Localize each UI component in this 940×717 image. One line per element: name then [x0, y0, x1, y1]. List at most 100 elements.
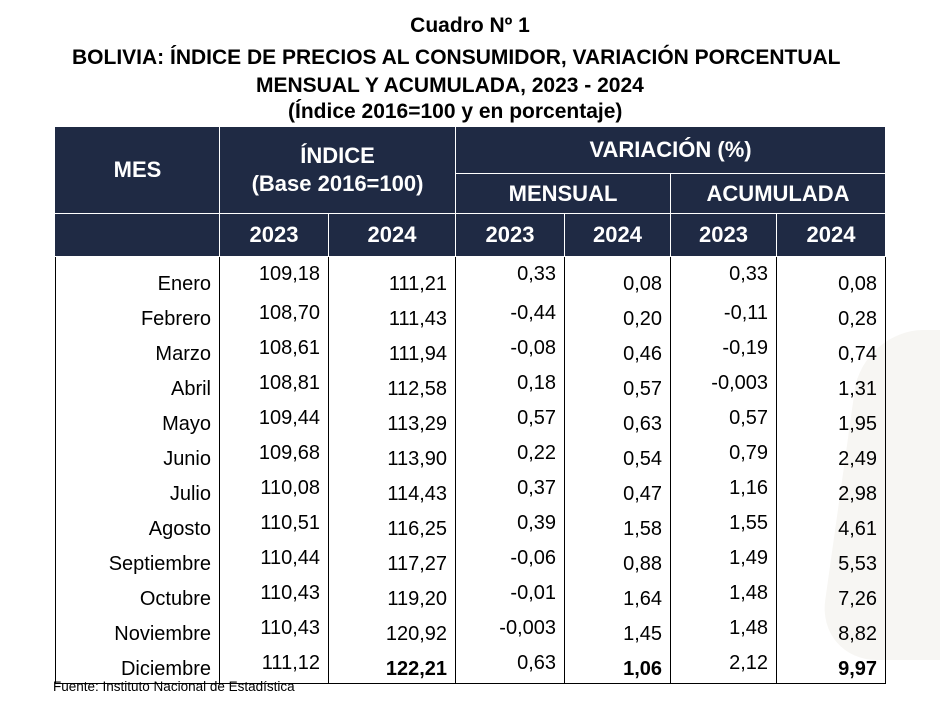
table-row: Mayo 109,44 113,29 0,57 0,63 0,57 1,95: [55, 403, 887, 438]
cell-acu2024: 0,28: [776, 298, 887, 333]
cell-men2023: 0,39: [455, 508, 566, 543]
cell-idx2024: 120,92: [327, 613, 457, 648]
cell-idx2024: 117,27: [327, 543, 457, 578]
header-year-idx-2024: 2024: [327, 213, 457, 257]
cell-mes: Febrero: [55, 298, 220, 333]
header-indice: ÍNDICE (Base 2016=100): [218, 126, 457, 214]
table-row: Julio 110,08 114,43 0,37 0,47 1,16 2,98: [55, 473, 887, 508]
cell-mes: Agosto: [55, 508, 220, 543]
cell-idx2023: 110,43: [219, 578, 329, 613]
cell-mes: Mayo: [55, 403, 220, 438]
table-row: Enero 109,18 111,21 0,33 0,08 0,33 0,08: [55, 256, 887, 298]
cell-acu2023: 1,48: [670, 613, 778, 648]
cell-acu2023: 1,55: [670, 508, 778, 543]
header-mensual: MENSUAL: [455, 173, 672, 214]
cell-acu2023: 0,33: [670, 256, 778, 298]
table-row: Marzo 108,61 111,94 -0,08 0,46 -0,19 0,7…: [55, 333, 887, 368]
cell-men2024: 0,46: [564, 333, 672, 368]
table-body: Enero 109,18 111,21 0,33 0,08 0,33 0,08 …: [55, 256, 887, 684]
cell-mes: Noviembre: [55, 613, 220, 648]
cell-men2024: 0,20: [564, 298, 672, 333]
cell-idx2023: 110,43: [219, 613, 329, 648]
cell-acu2024: 0,74: [776, 333, 887, 368]
cell-men2023: 0,18: [455, 368, 566, 403]
cell-acu2023: 1,48: [670, 578, 778, 613]
table-title: BOLIVIA: ÍNDICE DE PRECIOS AL CONSUMIDOR…: [72, 46, 841, 69]
cell-acu2023: 0,57: [670, 403, 778, 438]
header-mes-blank: [55, 213, 220, 257]
cell-acu2023: -0,19: [670, 333, 778, 368]
cell-acu2024: 5,53: [776, 543, 887, 578]
cell-men2023: -0,06: [455, 543, 566, 578]
cell-acu2024: 8,82: [776, 613, 887, 648]
cell-men2023: 0,33: [455, 256, 566, 298]
cell-idx2024: 111,21: [327, 256, 457, 298]
header-indice-base: (Base 2016=100): [251, 171, 424, 196]
cell-men2023: 0,22: [455, 438, 566, 473]
table-number: Cuadro Nº 1: [410, 14, 530, 37]
cell-acu2024: 1,95: [776, 403, 887, 438]
cell-idx2024: 111,94: [327, 333, 457, 368]
table-subtitle: (Índice 2016=100 y en porcentaje): [288, 100, 623, 123]
cell-men2024: 0,54: [564, 438, 672, 473]
cell-acu2024: 9,97: [776, 648, 887, 684]
cell-idx2023: 110,44: [219, 543, 329, 578]
cell-men2023: 0,63: [455, 648, 566, 684]
cell-acu2024: 1,31: [776, 368, 887, 403]
cell-men2024: 0,63: [564, 403, 672, 438]
cell-idx2024: 119,20: [327, 578, 457, 613]
table-row: Junio 109,68 113,90 0,22 0,54 0,79 2,49: [55, 438, 887, 473]
table-row: Abril 108,81 112,58 0,18 0,57 -0,003 1,3…: [55, 368, 887, 403]
cell-acu2023: 2,12: [670, 648, 778, 684]
cell-mes: Marzo: [55, 333, 220, 368]
cell-acu2023: 1,49: [670, 543, 778, 578]
cell-acu2023: -0,003: [670, 368, 778, 403]
cell-idx2023: 109,18: [219, 256, 329, 298]
cell-mes: Abril: [55, 368, 220, 403]
cell-acu2024: 2,98: [776, 473, 887, 508]
table-title-line2: MENSUAL Y ACUMULADA, 2023 - 2024: [256, 74, 644, 97]
cell-mes: Julio: [55, 473, 220, 508]
cell-mes: Octubre: [55, 578, 220, 613]
cell-men2023: 0,37: [455, 473, 566, 508]
cell-idx2023: 109,44: [219, 403, 329, 438]
cell-idx2024: 111,43: [327, 298, 457, 333]
cell-idx2024: 122,21: [327, 648, 457, 684]
table-row: Diciembre 111,12 122,21 0,63 1,06 2,12 9…: [55, 648, 887, 684]
header-year-acu-2024: 2024: [776, 213, 887, 257]
cell-acu2024: 0,08: [776, 256, 887, 298]
header-year-idx-2023: 2023: [219, 213, 329, 257]
cell-men2024: 0,88: [564, 543, 672, 578]
cell-acu2024: 4,61: [776, 508, 887, 543]
table-row: Febrero 108,70 111,43 -0,44 0,20 -0,11 0…: [55, 298, 887, 333]
header-mes: MES: [55, 126, 220, 214]
cell-men2024: 0,57: [564, 368, 672, 403]
table-row: Septiembre 110,44 117,27 -0,06 0,88 1,49…: [55, 543, 887, 578]
cell-men2024: 1,45: [564, 613, 672, 648]
cell-mes: Diciembre: [55, 648, 220, 684]
cell-men2023: -0,08: [455, 333, 566, 368]
cell-men2023: -0,01: [455, 578, 566, 613]
cell-idx2023: 108,81: [219, 368, 329, 403]
cell-idx2023: 109,68: [219, 438, 329, 473]
cell-men2023: -0,44: [455, 298, 566, 333]
cell-acu2023: 1,16: [670, 473, 778, 508]
cell-men2024: 0,08: [564, 256, 672, 298]
cell-men2024: 1,58: [564, 508, 672, 543]
cell-men2024: 1,06: [564, 648, 672, 684]
header-year-men-2023: 2023: [455, 213, 566, 257]
cell-idx2024: 112,58: [327, 368, 457, 403]
cell-idx2023: 108,70: [219, 298, 329, 333]
cell-idx2023: 110,08: [219, 473, 329, 508]
table-row: Noviembre 110,43 120,92 -0,003 1,45 1,48…: [55, 613, 887, 648]
cell-men2023: 0,57: [455, 403, 566, 438]
cell-acu2024: 7,26: [776, 578, 887, 613]
cell-idx2024: 113,90: [327, 438, 457, 473]
cell-mes: Junio: [55, 438, 220, 473]
cell-acu2023: -0,11: [670, 298, 778, 333]
header-year-acu-2023: 2023: [670, 213, 778, 257]
cpi-table: MES ÍNDICE (Base 2016=100) VARIACIÓN (%)…: [55, 126, 887, 684]
header-indice-title: ÍNDICE: [300, 143, 375, 168]
header-variacion: VARIACIÓN (%): [455, 126, 887, 174]
cell-mes: Enero: [55, 256, 220, 298]
